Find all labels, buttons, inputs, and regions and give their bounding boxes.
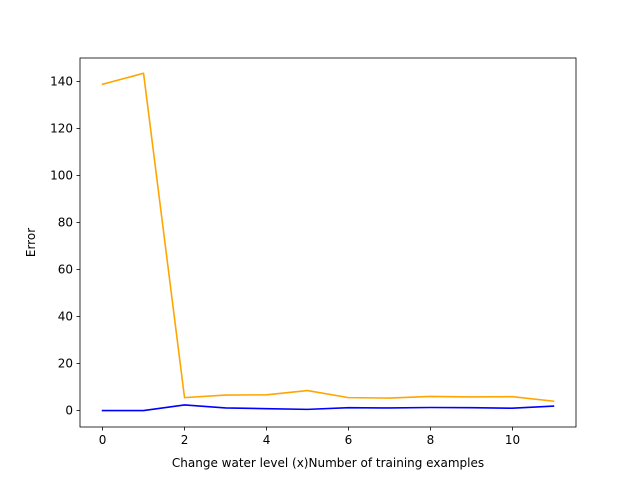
y-tick-label: 120 <box>50 122 73 136</box>
x-tick-label: 4 <box>263 433 271 447</box>
y-tick-label: 140 <box>50 75 73 89</box>
y-axis: 0 20 40 60 80 100 120 140 <box>50 75 80 418</box>
plot-area <box>80 58 576 427</box>
x-tick-label: 10 <box>505 433 520 447</box>
y-axis-label: Error <box>24 228 38 257</box>
x-axis: 0 2 4 6 8 10 <box>99 427 520 447</box>
y-tick-label: 40 <box>58 310 73 324</box>
x-tick-label: 2 <box>181 433 189 447</box>
plot-frame <box>79 57 577 428</box>
y-tick-label: 60 <box>58 263 73 277</box>
series-layer <box>101 72 555 412</box>
y-tick-label: 0 <box>65 404 73 418</box>
x-tick-label: 8 <box>427 433 435 447</box>
x-axis-label: Change water level (x)Number of training… <box>172 456 484 470</box>
y-tick-label: 20 <box>58 357 73 371</box>
series-line-1 <box>101 72 555 403</box>
x-tick-label: 6 <box>345 433 353 447</box>
series-line-2 <box>101 404 555 412</box>
y-tick-label: 100 <box>50 169 73 183</box>
x-tick-label: 0 <box>99 433 107 447</box>
y-tick-label: 80 <box>58 216 73 230</box>
